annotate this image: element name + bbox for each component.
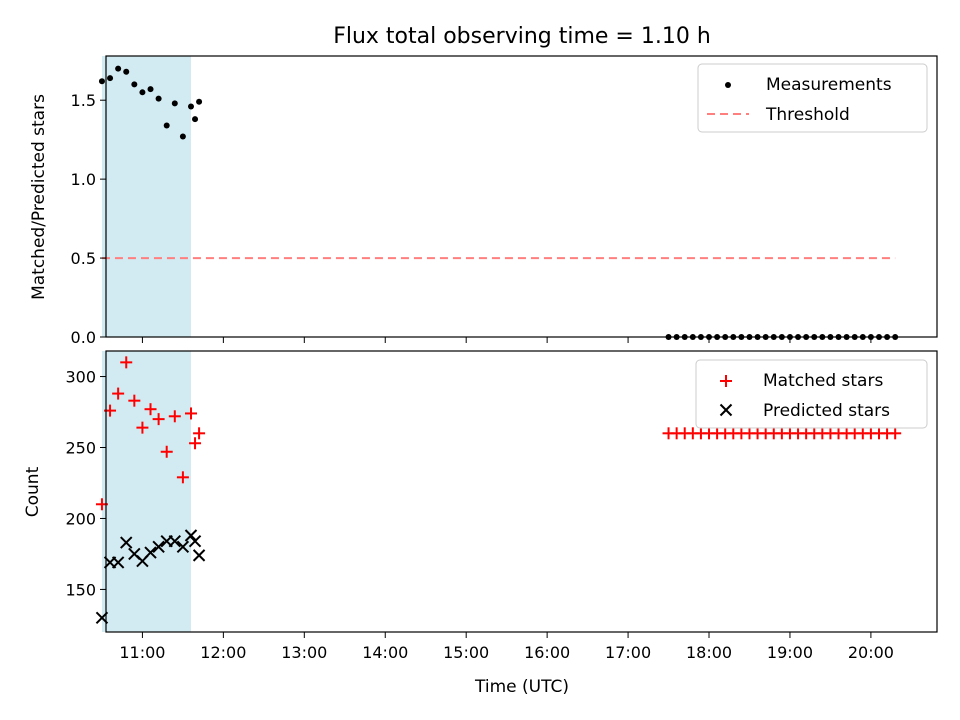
matched-star-point xyxy=(193,427,206,440)
matched-star-point xyxy=(112,387,125,400)
y-tick-label: 200 xyxy=(65,509,96,528)
cross-b xyxy=(152,540,165,554)
cross-b xyxy=(128,547,141,561)
predicted-star-point xyxy=(111,556,125,569)
cross-b xyxy=(120,536,133,549)
measurement-point xyxy=(155,95,162,102)
y-tick-label: 1.0 xyxy=(71,170,96,189)
y-tick-label: 250 xyxy=(65,439,96,458)
matched-star-point xyxy=(160,445,173,458)
x-tick-label: 13:00 xyxy=(281,643,327,662)
legend-matched-marker xyxy=(720,375,732,387)
legend-measurements-marker xyxy=(725,82,731,88)
top-panel: 0.0 0.5 1.0 1.5 Measurements Threshold xyxy=(71,55,938,347)
axes-frame xyxy=(105,55,938,338)
x-tick-label: 12:00 xyxy=(200,643,246,662)
matched-star-point xyxy=(144,403,157,416)
predicted-star-point xyxy=(120,536,133,549)
y-tick-label: 150 xyxy=(65,580,96,599)
observing-interval-shade xyxy=(101,56,191,337)
matched-star-point xyxy=(176,471,189,484)
cross-b xyxy=(184,529,198,542)
y-tick-label: 0.5 xyxy=(71,249,96,268)
measurement-point xyxy=(196,98,203,105)
y-tick-label: 1.5 xyxy=(71,91,96,110)
legend-predicted-label: Predicted stars xyxy=(763,401,890,421)
x-tick-label: 11:00 xyxy=(119,643,165,662)
predicted-star-point xyxy=(144,546,157,559)
legend-box xyxy=(695,359,928,429)
matched-star-point xyxy=(184,407,197,420)
measurement-point xyxy=(115,65,122,72)
x-tick-label: 19:00 xyxy=(767,643,813,662)
top-legend: Measurements Threshold xyxy=(697,63,928,133)
measurement-point xyxy=(163,122,170,129)
measurement-point xyxy=(131,81,138,88)
cross-b xyxy=(111,556,125,569)
predicted-star-point xyxy=(192,549,206,562)
matched-star-point xyxy=(128,394,141,407)
legend-measurements-label: Measurements xyxy=(766,75,892,95)
x-tick-label: 16:00 xyxy=(524,643,570,662)
matched-star-point xyxy=(136,421,149,434)
matched-star-point xyxy=(168,410,181,423)
matched-star-point xyxy=(120,356,133,369)
x-tick-label: 14:00 xyxy=(362,643,408,662)
bottom-y-axis-label: Count xyxy=(23,466,43,517)
chart-title: Flux total observing time = 1.10 h xyxy=(333,24,711,49)
predicted-star-point xyxy=(184,529,198,542)
x-tick-label: 18:00 xyxy=(686,643,732,662)
x-axis-label: Time (UTC) xyxy=(474,677,569,697)
x-tick-label: 15:00 xyxy=(443,643,489,662)
legend-threshold-label: Threshold xyxy=(765,105,850,125)
cross-b xyxy=(192,549,206,562)
cross-b xyxy=(188,534,202,548)
predicted-star-point xyxy=(176,540,190,554)
predicted-star-point xyxy=(152,540,165,554)
measurement-point xyxy=(107,75,114,82)
y-tick-label: 300 xyxy=(65,368,96,387)
predicted-star-point xyxy=(168,534,182,548)
measurement-point xyxy=(179,133,186,140)
measurement-point xyxy=(123,68,130,75)
x-tick-label: 17:00 xyxy=(605,643,651,662)
measurement-point xyxy=(147,86,154,93)
cross-b xyxy=(719,403,733,417)
measurement-point xyxy=(171,100,178,107)
bottom-legend: Matched stars Predicted stars xyxy=(695,359,928,429)
measurement-point xyxy=(192,116,199,123)
measurement-point xyxy=(98,78,105,85)
legend-matched-label: Matched stars xyxy=(763,371,883,391)
y-tick-label: 0.0 xyxy=(71,328,96,347)
predicted-star-point xyxy=(188,534,202,548)
top-y-axis-label: Matched/Predicted stars xyxy=(29,94,49,300)
measurement-point xyxy=(187,103,194,110)
cross-b xyxy=(144,546,157,559)
cross-b xyxy=(176,540,190,554)
cross-b xyxy=(168,534,182,548)
legend-box xyxy=(697,63,928,133)
bottom-panel: 150 200 250 300 11:00 12:00 13:00 14:00 15:00 16:… xyxy=(65,350,938,662)
observing-interval-shade xyxy=(101,351,191,632)
matched-star-point xyxy=(189,437,202,450)
axes-frame xyxy=(105,350,938,633)
measurement-point xyxy=(139,89,146,96)
legend-predicted-marker xyxy=(719,403,733,417)
matched-star-point xyxy=(152,413,165,426)
matched-star-point xyxy=(889,427,902,440)
x-tick-label: 20:00 xyxy=(848,643,894,662)
